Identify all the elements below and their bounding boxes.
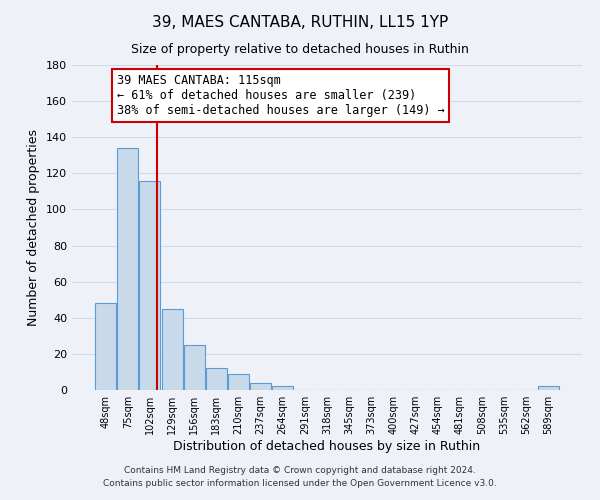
Y-axis label: Number of detached properties: Number of detached properties [28, 129, 40, 326]
Bar [206, 368, 227, 390]
Bar [272, 386, 293, 390]
Bar [538, 386, 559, 390]
Bar [184, 345, 205, 390]
Text: Contains HM Land Registry data © Crown copyright and database right 2024.
Contai: Contains HM Land Registry data © Crown c… [103, 466, 497, 487]
Bar [228, 374, 249, 390]
Bar [250, 383, 271, 390]
Bar [139, 180, 160, 390]
Text: 39, MAES CANTABA, RUTHIN, LL15 1YP: 39, MAES CANTABA, RUTHIN, LL15 1YP [152, 15, 448, 30]
Text: 39 MAES CANTABA: 115sqm
← 61% of detached houses are smaller (239)
38% of semi-d: 39 MAES CANTABA: 115sqm ← 61% of detache… [117, 74, 445, 117]
Text: Size of property relative to detached houses in Ruthin: Size of property relative to detached ho… [131, 42, 469, 56]
X-axis label: Distribution of detached houses by size in Ruthin: Distribution of detached houses by size … [173, 440, 481, 453]
Bar [95, 304, 116, 390]
Bar [161, 308, 182, 390]
Bar [118, 148, 139, 390]
